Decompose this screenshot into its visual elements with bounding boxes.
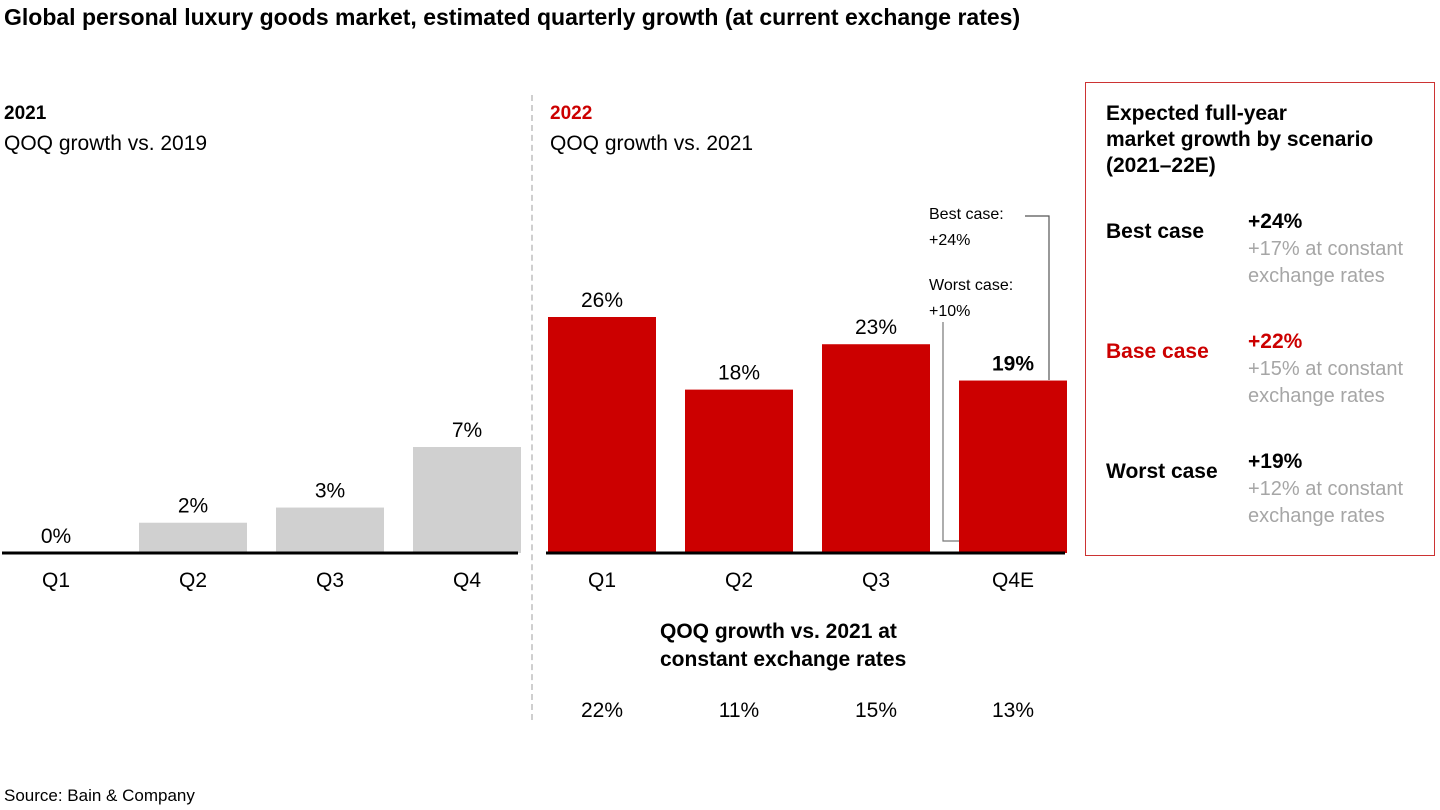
scenario-note-line: exchange rates [1248, 505, 1385, 527]
bar-2021-q3 [276, 507, 384, 553]
scenario-note: +15% at constant exchange rates [1248, 356, 1428, 410]
bar-2022-q4e [959, 380, 1067, 553]
data-label: 23% [855, 316, 897, 339]
scenario-value: +24% [1248, 210, 1303, 233]
bar-2022-q2 [685, 389, 793, 553]
scenario-note-line: +15% at constant [1248, 358, 1404, 380]
constant-fx-value: 11% [719, 699, 759, 722]
scenario-title-line: Expected full-year [1106, 102, 1287, 125]
best-case-leader-line [1025, 215, 1050, 380]
scenario-box-title: Expected full-year market growth by scen… [1106, 101, 1426, 179]
scenario-note-line: +12% at constant [1248, 478, 1404, 500]
scenario-note-line: exchange rates [1248, 265, 1385, 287]
scenario-title-line: (2021–22E) [1106, 154, 1216, 177]
panel-2022-subtitle: QOQ growth vs. 2021 [550, 132, 754, 155]
scenario-box: Expected full-year market growth by scen… [1085, 82, 1435, 556]
x-tick-label: Q4 [453, 569, 481, 592]
constant-fx-heading-line2: constant exchange rates [660, 648, 907, 671]
constant-fx-heading-line1: QOQ growth vs. 2021 at [660, 620, 897, 643]
worst-case-leader-line [942, 322, 959, 542]
x-tick-label: Q3 [316, 569, 344, 592]
scenario-note: +17% at constant exchange rates [1248, 236, 1428, 290]
chart-title: Global personal luxury goods market, est… [4, 4, 1021, 30]
panel-2021-year: 2021 [4, 103, 47, 124]
best-case-annotation-label: Best case: [929, 206, 1004, 223]
scenario-note-line: exchange rates [1248, 385, 1385, 407]
bar-2022-q3 [822, 344, 930, 553]
worst-case-annotation-value: +10% [929, 303, 971, 320]
constant-fx-value: 22% [581, 699, 623, 722]
panel-divider [531, 95, 533, 720]
scenario-note-line: +17% at constant [1248, 238, 1404, 260]
constant-fx-value: 13% [992, 699, 1034, 722]
panel-2021-subtitle: QOQ growth vs. 2019 [4, 132, 208, 155]
worst-case-annotation-label: Worst case: [929, 277, 1014, 294]
source-note: Source: Bain & Company [4, 786, 195, 805]
data-label: 26% [581, 289, 623, 312]
scenario-title-line: market growth by scenario [1106, 128, 1374, 151]
bar-2021-q4 [413, 447, 521, 553]
worst-case-annotation: Worst case: +10% [929, 273, 1013, 325]
x-tick-label: Q3 [862, 569, 890, 592]
scenario-name: Best case [1106, 220, 1205, 243]
best-case-annotation-value: +24% [929, 232, 971, 249]
x-tick-label: Q2 [179, 569, 207, 592]
bar-2021-q2 [139, 522, 247, 553]
x-tick-label: Q1 [42, 569, 70, 592]
panel-2022-year: 2022 [550, 103, 593, 124]
scenario-note: +12% at constant exchange rates [1248, 476, 1428, 530]
scenario-name: Base case [1106, 340, 1209, 363]
data-label: 2% [178, 495, 208, 518]
scenario-name: Worst case [1106, 460, 1218, 483]
constant-fx-heading: QOQ growth vs. 2021 at constant exchange… [660, 618, 906, 674]
bar-2022-q1 [548, 317, 656, 553]
x-tick-label: Q4E [992, 569, 1034, 592]
data-label: 7% [452, 419, 482, 442]
scenario-value: +22% [1248, 330, 1303, 353]
scenario-value: +19% [1248, 450, 1303, 473]
data-label: 18% [718, 362, 760, 385]
data-label: 19% [992, 353, 1034, 376]
best-case-annotation: Best case: +24% [929, 202, 1004, 254]
data-label: 0% [41, 525, 71, 548]
x-tick-label: Q2 [725, 569, 753, 592]
data-label: 3% [315, 480, 345, 503]
constant-fx-value: 15% [855, 699, 897, 722]
x-tick-label: Q1 [588, 569, 616, 592]
